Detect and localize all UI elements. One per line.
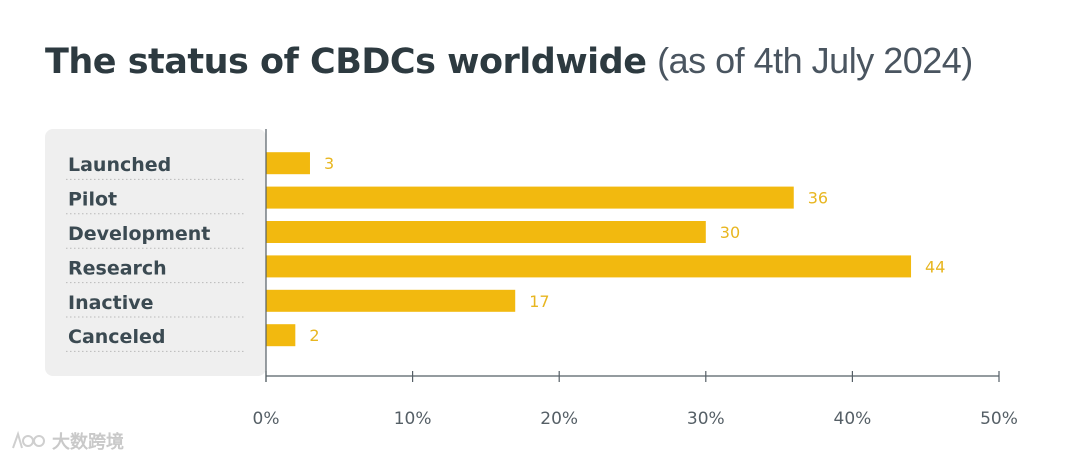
bar bbox=[266, 289, 516, 312]
watermark-logo-icon bbox=[12, 430, 45, 449]
category-label: Pilot bbox=[68, 189, 117, 211]
bar bbox=[266, 152, 310, 175]
value-label: 36 bbox=[808, 189, 828, 208]
x-tick-label: 40% bbox=[834, 409, 872, 429]
category-label: Launched bbox=[68, 154, 171, 176]
category-label: Development bbox=[68, 223, 210, 245]
value-label: 2 bbox=[309, 326, 319, 345]
bar bbox=[266, 324, 296, 347]
chart-title-main: The status of CBDCs worldwide bbox=[45, 42, 647, 82]
watermark: 大数跨境 bbox=[10, 428, 124, 454]
value-label: 30 bbox=[720, 223, 740, 242]
value-label: 44 bbox=[925, 257, 945, 276]
x-tick-label: 20% bbox=[540, 409, 578, 429]
value-label: 3 bbox=[324, 154, 334, 173]
category-label: Inactive bbox=[68, 292, 154, 314]
label-panel bbox=[45, 129, 266, 376]
x-tick-label: 30% bbox=[687, 409, 725, 429]
x-tick-label: 0% bbox=[253, 409, 280, 429]
bar bbox=[266, 186, 794, 209]
x-tick-label: 50% bbox=[980, 409, 1018, 429]
chart-title: The status of CBDCs worldwide (as of 4th… bbox=[45, 40, 973, 82]
bar bbox=[266, 255, 912, 278]
chart-title-subtitle: (as of 4th July 2024) bbox=[657, 40, 973, 81]
bar bbox=[266, 221, 706, 243]
category-label: Research bbox=[68, 257, 167, 279]
value-label: 17 bbox=[529, 292, 549, 311]
watermark-text: 大数跨境 bbox=[52, 432, 124, 453]
category-label: Canceled bbox=[68, 326, 165, 348]
x-tick-label: 10% bbox=[394, 409, 432, 429]
